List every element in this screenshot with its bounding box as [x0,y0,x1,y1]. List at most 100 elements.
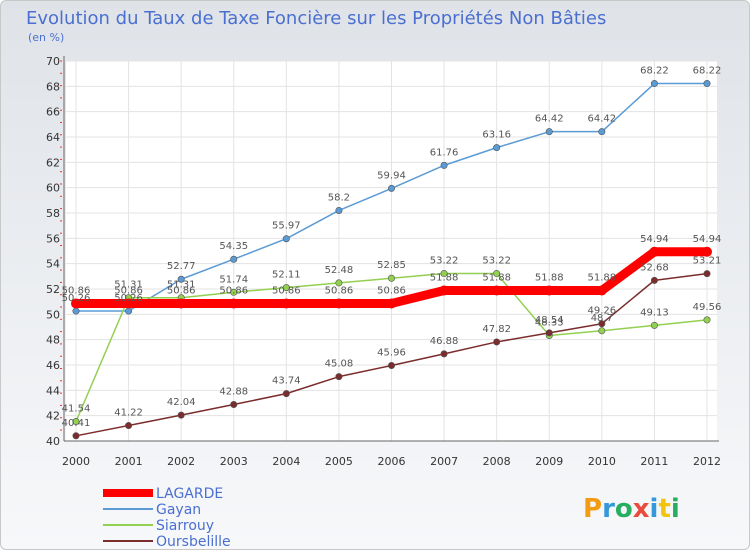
data-label-gayan: 55.97 [272,221,301,232]
grid [66,60,717,442]
y-tick-label: 56 [46,232,60,245]
data-point-lagarde [649,246,660,257]
data-point-gayan [177,275,185,283]
y-tick-label: 44 [46,384,60,397]
data-point-lagarde [596,285,607,296]
data-point-oursbelille [440,350,448,358]
data-point-siarrouy [598,327,606,335]
data-label-lagarde: 51.88 [588,273,617,284]
y-tick-label: 64 [46,131,60,144]
data-point-siarrouy [72,417,80,425]
data-point-gayan [493,144,501,152]
data-label-gayan: 58.2 [328,192,350,203]
data-label-lagarde: 50.86 [167,285,196,296]
data-point-gayan [650,80,658,88]
data-label-siarrouy: 49.56 [693,302,722,313]
data-point-siarrouy [650,321,658,329]
data-label-gayan: 64.42 [588,114,617,125]
y-tick-label: 60 [46,182,60,195]
data-label-oursbelille: 40.41 [62,418,91,429]
data-label-siarrouy: 48.33 [535,317,564,328]
data-label-oursbelille: 43.74 [272,376,301,387]
axes: 40 42 44 46 48 50 52 54 56 58 60 62 64 66 68 70 2000 2001… [46,55,721,468]
data-point-oursbelille [72,432,80,440]
series-layer [71,80,712,440]
data-point-oursbelille [230,401,238,409]
legend-label-gayan: Gayan [156,502,201,518]
data-label-lagarde: 51.88 [482,273,511,284]
data-point-gayan [282,235,290,243]
data-label-lagarde: 54.94 [640,234,669,245]
x-tick-label: 2009 [535,455,563,468]
x-tick-label: 2003 [220,455,248,468]
legend-label-oursbelille: Oursbelille [156,534,231,550]
data-point-gayan [440,161,448,169]
y-tick-label: 54 [46,258,60,271]
data-point-lagarde [333,298,344,309]
data-point-siarrouy [387,274,395,282]
data-label-lagarde: 51.88 [535,273,564,284]
data-point-gayan [598,128,606,136]
data-point-lagarde [176,298,187,309]
data-point-siarrouy [335,279,343,287]
data-label-gayan: 63.16 [482,130,511,141]
y-tick-label: 40 [46,435,60,448]
data-point-gayan [387,184,395,192]
data-label-lagarde: 50.86 [114,285,143,296]
x-tick-label: 2006 [378,455,406,468]
x-tick-label: 2002 [167,455,195,468]
y-tick-label: 52 [46,283,60,296]
data-point-lagarde [491,285,502,296]
data-point-gayan [125,307,133,315]
data-point-oursbelille [650,276,658,284]
data-point-lagarde [439,285,450,296]
data-label-gayan: 50.26 [62,293,91,304]
data-point-siarrouy [440,270,448,278]
y-tick-label: 68 [46,80,60,93]
data-label-siarrouy: 51.74 [219,274,248,285]
y-tick-label: 48 [46,334,60,347]
data-label-gayan: 68.22 [640,66,669,77]
data-label-siarrouy: 52.48 [325,265,354,276]
y-tick-label: 46 [46,359,60,372]
data-label-gayan: 61.76 [430,147,459,158]
data-point-lagarde [228,298,239,309]
data-point-oursbelille [177,411,185,419]
data-label-gayan: 54.35 [219,241,248,252]
data-label-oursbelille: 45.96 [377,348,406,359]
data-point-lagarde [71,298,81,309]
data-point-siarrouy [230,288,238,296]
x-tick-label: 2007 [430,455,458,468]
data-label-lagarde: 50.86 [219,285,248,296]
data-label-lagarde: 50.86 [272,285,301,296]
data-label-siarrouy: 52.85 [377,260,406,271]
y-tick-label: 58 [46,207,60,220]
x-tick-label: 2005 [325,455,353,468]
y-tick-label: 70 [46,55,60,68]
data-label-oursbelille: 46.88 [430,336,459,347]
x-tick-label: 2004 [272,455,300,468]
data-label-siarrouy: 53.22 [430,256,459,267]
x-tick-label: 2010 [588,455,616,468]
data-label-gayan: 68.22 [693,66,722,77]
data-point-oursbelille [703,270,711,278]
data-point-oursbelille [282,390,290,398]
data-label-lagarde: 50.86 [377,285,406,296]
data-point-gayan [335,206,343,214]
data-label-lagarde: 50.86 [325,285,354,296]
data-label-gayan: 59.94 [377,170,406,181]
data-point-gayan [545,128,553,136]
data-point-lagarde [281,298,292,309]
x-tick-label: 2011 [640,455,668,468]
data-label-oursbelille: 48.54 [535,315,564,326]
chart-subtitle: (en %) [28,31,64,44]
x-tick-label: 2012 [693,455,721,468]
data-label-siarrouy: 51.31 [114,280,143,291]
data-label-gayan: 52.77 [167,261,196,272]
legend-label-siarrouy: Siarrouy [156,518,214,534]
y-tick-label: 62 [46,156,60,169]
data-label-siarrouy: 41.54 [62,403,91,414]
